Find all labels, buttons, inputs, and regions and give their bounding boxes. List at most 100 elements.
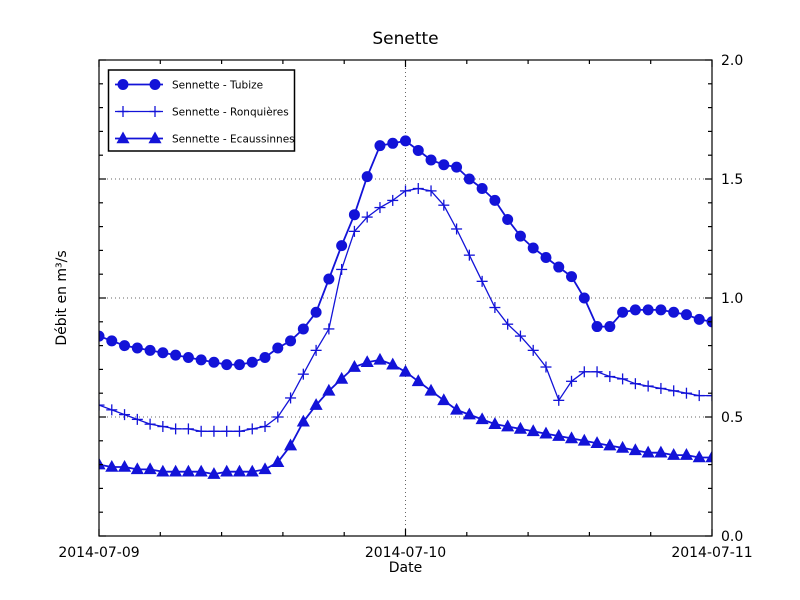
circle-marker bbox=[540, 252, 552, 264]
triangle-marker bbox=[309, 398, 323, 410]
triangle-marker bbox=[603, 438, 617, 451]
legend-entry: Sennette - Ronquières bbox=[115, 106, 289, 118]
circle-marker bbox=[144, 344, 156, 356]
circle-marker bbox=[400, 135, 411, 147]
circle-marker bbox=[170, 349, 182, 361]
triangle-marker bbox=[424, 383, 438, 396]
triangle-marker bbox=[654, 445, 668, 458]
triangle-marker bbox=[360, 355, 374, 368]
triangle-marker bbox=[284, 438, 298, 451]
legend-label: Sennette - Ronquières bbox=[172, 106, 289, 118]
triangle-marker bbox=[207, 467, 221, 479]
triangle-marker bbox=[462, 407, 476, 420]
circle-marker bbox=[323, 273, 335, 285]
circle-marker bbox=[680, 309, 692, 321]
circle-marker bbox=[553, 261, 565, 273]
circle-marker bbox=[374, 140, 386, 152]
triangle-marker bbox=[148, 131, 162, 144]
y-tick-label: 0.0 bbox=[721, 529, 743, 545]
triangle-marker bbox=[526, 424, 540, 437]
triangle-marker bbox=[245, 464, 259, 477]
circle-marker bbox=[514, 230, 526, 242]
circle-marker bbox=[425, 154, 437, 166]
triangle-marker bbox=[194, 464, 208, 477]
circle-marker bbox=[412, 144, 424, 156]
triangle-marker bbox=[679, 448, 694, 460]
circle-marker bbox=[195, 354, 207, 366]
triangle-marker bbox=[373, 352, 387, 365]
circle-marker bbox=[182, 352, 194, 363]
triangle-marker bbox=[99, 457, 106, 470]
circle-marker bbox=[438, 159, 450, 171]
circle-marker bbox=[489, 194, 501, 206]
legend-entry: Sennette - Tubize bbox=[115, 79, 263, 91]
triangle-marker bbox=[590, 436, 604, 448]
triangle-marker bbox=[258, 462, 272, 475]
triangle-marker bbox=[705, 450, 712, 463]
legend: Sennette - Tubize Sennette - Ronquières Se… bbox=[107, 69, 296, 152]
triangle-marker bbox=[628, 443, 642, 456]
circle-marker bbox=[246, 356, 258, 368]
circle-marker bbox=[157, 347, 169, 359]
triangle-marker bbox=[641, 445, 655, 458]
circle-marker bbox=[336, 240, 348, 252]
triangle-marker bbox=[296, 414, 310, 427]
circle-marker bbox=[233, 359, 245, 371]
circle-marker bbox=[693, 313, 705, 325]
y-tick-label: 1.5 bbox=[721, 172, 743, 188]
triangle-marker bbox=[692, 450, 706, 463]
triangle-marker bbox=[181, 464, 195, 477]
circle-marker bbox=[106, 335, 118, 347]
circle-marker bbox=[502, 213, 514, 225]
triangle-marker bbox=[437, 393, 451, 406]
series-ronquieres bbox=[99, 183, 712, 437]
triangle-marker bbox=[667, 448, 681, 460]
circle-marker bbox=[99, 330, 105, 342]
series-ecaussinnes bbox=[99, 352, 712, 479]
x-tick-label: 2014-07-09 bbox=[58, 545, 139, 561]
circle-marker bbox=[117, 79, 129, 90]
triangle-marker bbox=[539, 426, 553, 439]
triangle-marker bbox=[577, 433, 591, 446]
legend-label: Sennette - Tubize bbox=[172, 79, 263, 91]
triangle-marker bbox=[475, 412, 489, 425]
triangle-marker bbox=[117, 459, 132, 472]
circle-marker bbox=[578, 292, 590, 304]
circle-marker bbox=[629, 304, 641, 316]
circle-marker bbox=[310, 306, 322, 318]
circle-marker bbox=[272, 342, 284, 354]
triangle-marker bbox=[450, 402, 464, 415]
y-axis-label: Débit en m³/s bbox=[54, 250, 70, 346]
circle-marker bbox=[119, 340, 131, 352]
circle-marker bbox=[285, 335, 297, 347]
x-tick-label: 2014-07-10 bbox=[365, 545, 446, 561]
circle-marker bbox=[297, 323, 309, 335]
triangle-marker bbox=[130, 462, 144, 475]
triangle-marker bbox=[335, 371, 349, 384]
triangle-marker bbox=[232, 464, 247, 477]
circle-marker bbox=[604, 321, 616, 333]
triangle-marker bbox=[398, 364, 413, 377]
y-tick-label: 0.5 bbox=[721, 410, 743, 426]
chart-title: Senette bbox=[372, 29, 439, 49]
triangle-marker bbox=[488, 417, 502, 429]
legend-entry: Sennette - Ecaussinnes bbox=[115, 131, 295, 145]
triangle-marker bbox=[386, 357, 400, 370]
triangle-marker bbox=[513, 421, 527, 434]
circle-marker bbox=[451, 161, 463, 173]
circle-marker bbox=[476, 183, 488, 195]
triangle-marker bbox=[116, 131, 130, 144]
triangle-marker bbox=[143, 462, 157, 475]
circle-marker bbox=[527, 242, 539, 254]
y-tick-label: 2.0 bbox=[721, 53, 743, 69]
triangle-marker bbox=[564, 431, 579, 444]
triangle-marker bbox=[322, 383, 336, 396]
triangle-marker bbox=[220, 464, 234, 477]
circle-marker bbox=[149, 79, 161, 90]
triangle-marker bbox=[156, 464, 170, 477]
circle-marker bbox=[463, 173, 475, 185]
y-tick-label: 1.0 bbox=[721, 291, 743, 307]
circle-marker bbox=[221, 359, 233, 371]
series-tubize bbox=[99, 135, 712, 371]
